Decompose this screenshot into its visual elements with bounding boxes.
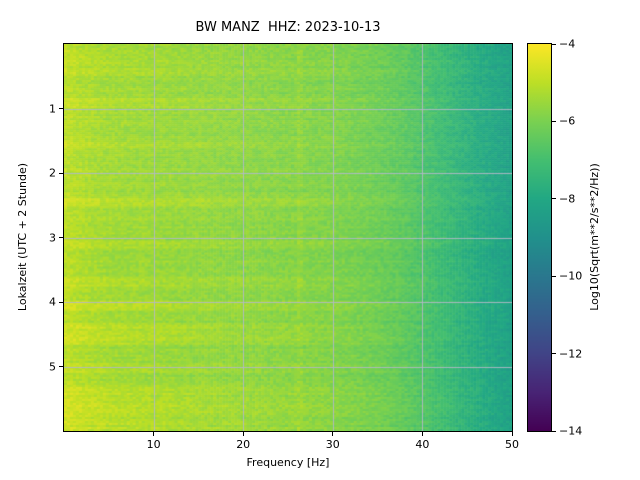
- colorbar-tick-mark: [552, 198, 556, 200]
- y-tick-label: 2: [49, 166, 56, 180]
- colorbar-tick-label: −12: [559, 347, 583, 361]
- colorbar-tick-label: −10: [559, 269, 583, 283]
- colorbar-gradient: [528, 44, 551, 431]
- x-tick-label: 30: [325, 438, 340, 451]
- x-tick-mark: [421, 432, 423, 436]
- x-axis-label: Frequency [Hz]: [246, 456, 330, 469]
- x-tick-mark: [511, 432, 513, 436]
- colorbar-tick-mark: [552, 43, 556, 45]
- colorbar-tick-label: −6: [559, 114, 576, 128]
- colorbar-tick-mark: [552, 275, 556, 277]
- y-tick-mark: [59, 108, 63, 109]
- colorbar-tick-label: −8: [559, 192, 576, 206]
- colorbar-label: Log10(Sqrt(m**2/s**2/Hz)): [588, 163, 601, 311]
- colorbar-tick-mark: [552, 430, 556, 432]
- y-tick-label: 4: [49, 295, 56, 309]
- y-tick-mark: [59, 237, 63, 238]
- x-tick-mark: [153, 432, 155, 436]
- y-tick-label: 1: [49, 102, 56, 115]
- plot-area: [63, 43, 513, 432]
- y-tick-mark: [59, 301, 63, 303]
- colorbar: [527, 43, 552, 432]
- x-tick-mark: [332, 432, 334, 436]
- heatmap-canvas: [64, 44, 512, 431]
- x-tick-label: 10: [146, 438, 161, 451]
- y-tick-label: 5: [49, 360, 56, 373]
- x-tick-label: 40: [415, 438, 430, 451]
- y-tick-mark: [59, 172, 63, 174]
- y-tick-label: 3: [49, 231, 56, 244]
- x-tick-label: 20: [236, 438, 251, 451]
- y-tick-mark: [59, 366, 63, 367]
- colorbar-tick-mark: [552, 120, 556, 122]
- colorbar-tick-mark: [552, 353, 556, 355]
- chart-title: BW MANZ HHZ: 2023-10-13: [195, 20, 381, 35]
- x-tick-label: 50: [505, 438, 519, 451]
- colorbar-tick-label: −14: [559, 424, 583, 438]
- x-tick-mark: [242, 432, 244, 436]
- colorbar-tick-label: −4: [559, 37, 576, 51]
